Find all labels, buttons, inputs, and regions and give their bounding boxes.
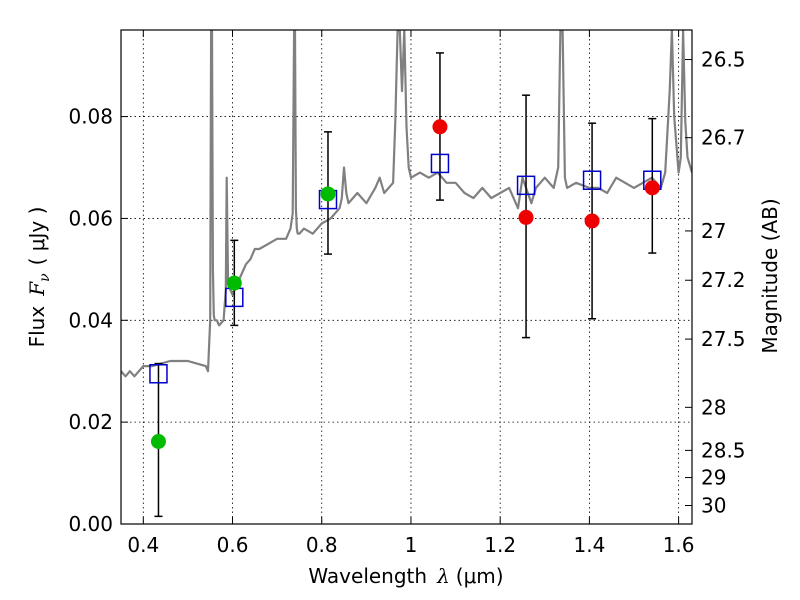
observed-point [226,275,242,291]
y-axis-label: Flux Fν ( μJy ) [25,207,53,348]
x-axis-label-prefix: Wavelength [308,564,427,588]
x-tick-label: 0.6 [217,533,249,557]
observed-point-layer [150,119,660,449]
observed-point [518,209,534,225]
mag-tick-label: 27.2 [701,268,746,292]
sed-curve-layer [121,30,692,378]
model-point [582,170,602,190]
x-tick-label: 0.4 [127,533,159,557]
observed-point [150,433,166,449]
x-tick-label: 1 [405,533,418,557]
model-point [430,153,450,174]
observed-point [644,180,660,196]
y-tick-label: 0.00 [68,512,113,536]
mag-tick-label: 27.5 [701,327,746,351]
x-axis-label-symbol: λ [436,564,450,588]
observed-point [432,119,448,135]
x-tick-label: 1.6 [663,533,695,557]
x-axis-label-unit: (μm) [456,564,504,588]
mag-tick-label: 30 [701,494,726,518]
observed-point [320,186,336,202]
y-axis-label-subscript: ν [37,273,53,282]
observed-point [584,213,600,229]
model-point [516,175,536,196]
x-tick-label: 0.8 [306,533,338,557]
sed-curve [121,30,692,378]
mag-tick-label: 28.5 [701,438,746,462]
y-axis-label-prefix: Flux [25,306,49,348]
x-tick-label: 1.2 [484,533,516,557]
y-tick-label: 0.08 [68,105,113,129]
x-tick-label: 1.4 [573,533,605,557]
y-tick-label: 0.02 [68,410,113,434]
mag-tick-label: 26.5 [701,48,746,72]
y-tick-label: 0.06 [68,206,113,230]
model-point [149,364,168,384]
y-axis-label-unit: ( μJy ) [25,207,49,266]
mag-tick-label: 29 [701,466,726,490]
mag-tick-label: 27 [701,219,726,243]
y-axis-label-symbol: F [25,281,49,297]
y-tick-label: 0.04 [68,308,113,332]
y2-axis-label: Magnitude (AB) [758,198,782,353]
x-axis-label: Wavelength λ (μm) [308,564,503,588]
mag-tick-label: 28 [701,395,726,419]
plot-frame [120,29,693,525]
mag-tick-label: 26.7 [701,126,746,150]
ticks: 0.4 0.6 0.8 1 1.2 1.4 1.6 0.00 0.02 0.04 0.06 0.08 2… [68,30,746,557]
